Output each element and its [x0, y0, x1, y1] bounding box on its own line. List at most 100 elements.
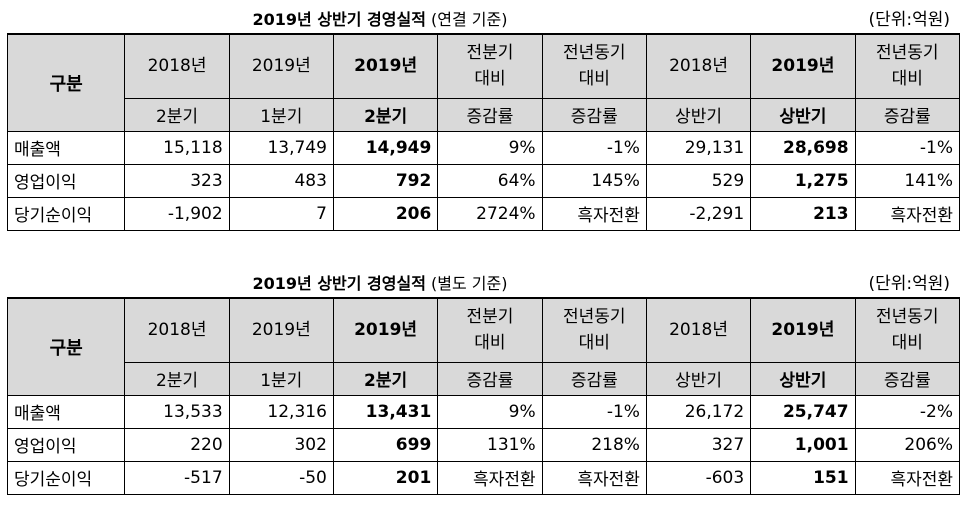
table-row: 매출액 15,118 13,749 14,949 9% -1% 29,131 28,698 -1…	[6, 130, 960, 165]
row-label: 매출액	[6, 394, 126, 429]
column-header: 2018년	[124, 297, 230, 363]
table-cell: -1,902	[124, 196, 230, 231]
table-cell: 201	[332, 460, 439, 495]
column-header: 2019년	[228, 33, 334, 99]
row-label: 당기순이익	[6, 460, 126, 495]
table-cell: -603	[645, 460, 752, 495]
table-title-note: (연결 기준)	[431, 10, 508, 29]
table-cell: 145%	[541, 163, 647, 198]
column-header: 2019년	[750, 33, 856, 99]
row-label: 영업이익	[6, 427, 126, 462]
table-cell: 792	[332, 163, 439, 198]
table-cell: 흑자전환	[541, 460, 647, 495]
table-cell: 529	[645, 163, 752, 198]
table-cell: 483	[228, 163, 334, 198]
report-block: 2019년 상반기 경영실적 (별도 기준) (단위:억원) 구분 2018년 2019…	[0, 264, 960, 495]
column-header: 2019년	[228, 297, 334, 363]
table-cell: -2%	[854, 394, 960, 429]
table-cell: 9%	[437, 394, 543, 429]
column-header: 전년동기 대비	[854, 33, 960, 99]
table-cell: -1%	[854, 130, 960, 165]
header-row-top: 구분 2018년 2019년 2019년 전분기 대비 전년동기 대비 2018년 2019년…	[6, 33, 960, 132]
table-cell: 64%	[437, 163, 543, 198]
column-subheader: 증감률	[437, 361, 543, 396]
unit-label: (단위:억원)	[868, 274, 950, 294]
column-subheader: 증감률	[437, 97, 543, 132]
table-cell: 26,172	[645, 394, 752, 429]
column-header: 2018년	[645, 33, 752, 99]
table-cell: 흑자전환	[854, 196, 960, 231]
report-block: 2019년 상반기 경영실적 (연결 기준) (단위:억원) 구분 2018년 2019…	[0, 0, 960, 231]
table-cell: 151	[750, 460, 856, 495]
column-subheader: 상반기	[750, 97, 856, 132]
table-cell: 206%	[854, 427, 960, 462]
table-cell: 14,949	[332, 130, 439, 165]
table-row: 매출액 13,533 12,316 13,431 9% -1% 26,172 25,747 -2…	[6, 394, 960, 429]
column-subheader: 1분기	[228, 361, 334, 396]
table-title-note: (별도 기준)	[431, 274, 508, 293]
table-cell: 12,316	[228, 394, 334, 429]
header-row-bottom: 2분기 1분기 2분기 증감률 증감률 상반기 상반기 증감률	[8, 361, 960, 396]
unit-label: (단위:억원)	[868, 10, 950, 30]
table-cell: -1%	[541, 130, 647, 165]
table-row: 당기순이익 -1,902 7 206 2724% 흑자전환 -2,291 213 흑자전환	[6, 196, 960, 231]
corner-header: 구분	[6, 33, 126, 132]
column-subheader: 2분기	[124, 97, 230, 132]
table-row: 영업이익 323 483 792 64% 145% 529 1,275 141%	[6, 163, 960, 198]
column-subheader: 증감률	[854, 97, 960, 132]
table-cell: 13,431	[332, 394, 439, 429]
table-cell: 220	[124, 427, 230, 462]
table-title-main: 2019년 상반기 경영실적	[252, 274, 426, 293]
title-row: 2019년 상반기 경영실적 (연결 기준) (단위:억원)	[0, 0, 960, 30]
results-table: 구분 2018년 2019년 2019년 전분기 대비 전년동기 대비 2018년 2019년…	[6, 33, 960, 231]
table-cell: 131%	[437, 427, 543, 462]
table-title: 2019년 상반기 경영실적 (연결 기준)	[0, 6, 760, 30]
table-row: 영업이익 220 302 699 131% 218% 327 1,001 206%	[6, 427, 960, 462]
table-cell: 2724%	[437, 196, 543, 231]
table-cell: 206	[332, 196, 439, 231]
table-cell: -1%	[541, 394, 647, 429]
table-cell: 15,118	[124, 130, 230, 165]
table-cell: 1,001	[750, 427, 856, 462]
corner-header: 구분	[6, 297, 126, 396]
column-subheader: 상반기	[645, 97, 752, 132]
column-subheader: 1분기	[228, 97, 334, 132]
table-cell: 흑자전환	[437, 460, 543, 495]
row-label: 매출액	[6, 130, 126, 165]
table-cell: -50	[228, 460, 334, 495]
column-header: 전년동기 대비	[541, 33, 647, 99]
column-subheader: 증감률	[854, 361, 960, 396]
column-subheader: 증감률	[541, 97, 647, 132]
table-cell: 327	[645, 427, 752, 462]
table-cell: 13,749	[228, 130, 334, 165]
table-cell: 323	[124, 163, 230, 198]
table-cell: -2,291	[645, 196, 752, 231]
table-cell: -517	[124, 460, 230, 495]
column-subheader: 상반기	[750, 361, 856, 396]
results-table: 구분 2018년 2019년 2019년 전분기 대비 전년동기 대비 2018년 2019년…	[6, 297, 960, 495]
header-row-top: 구분 2018년 2019년 2019년 전분기 대비 전년동기 대비 2018년 2019년…	[6, 297, 960, 396]
table-cell: 흑자전환	[854, 460, 960, 495]
column-subheader: 증감률	[541, 361, 647, 396]
table-row: 당기순이익 -517 -50 201 흑자전환 흑자전환 -603 151 흑자전환	[6, 460, 960, 495]
table-cell: 흑자전환	[541, 196, 647, 231]
table-cell: 13,533	[124, 394, 230, 429]
table-cell: 29,131	[645, 130, 752, 165]
table-cell: 218%	[541, 427, 647, 462]
table-cell: 9%	[437, 130, 543, 165]
table-cell: 7	[228, 196, 334, 231]
table-cell: 1,275	[750, 163, 856, 198]
column-subheader: 2분기	[332, 361, 439, 396]
row-label: 영업이익	[6, 163, 126, 198]
column-header: 전분기 대비	[437, 33, 543, 99]
table-cell: 213	[750, 196, 856, 231]
column-subheader: 상반기	[645, 361, 752, 396]
table-title: 2019년 상반기 경영실적 (별도 기준)	[0, 270, 760, 294]
table-cell: 141%	[854, 163, 960, 198]
column-subheader: 2분기	[124, 361, 230, 396]
column-header: 2019년	[750, 297, 856, 363]
table-title-main: 2019년 상반기 경영실적	[252, 10, 426, 29]
column-header: 전분기 대비	[437, 297, 543, 363]
column-header: 전년동기 대비	[541, 297, 647, 363]
title-row: 2019년 상반기 경영실적 (별도 기준) (단위:억원)	[0, 264, 960, 294]
